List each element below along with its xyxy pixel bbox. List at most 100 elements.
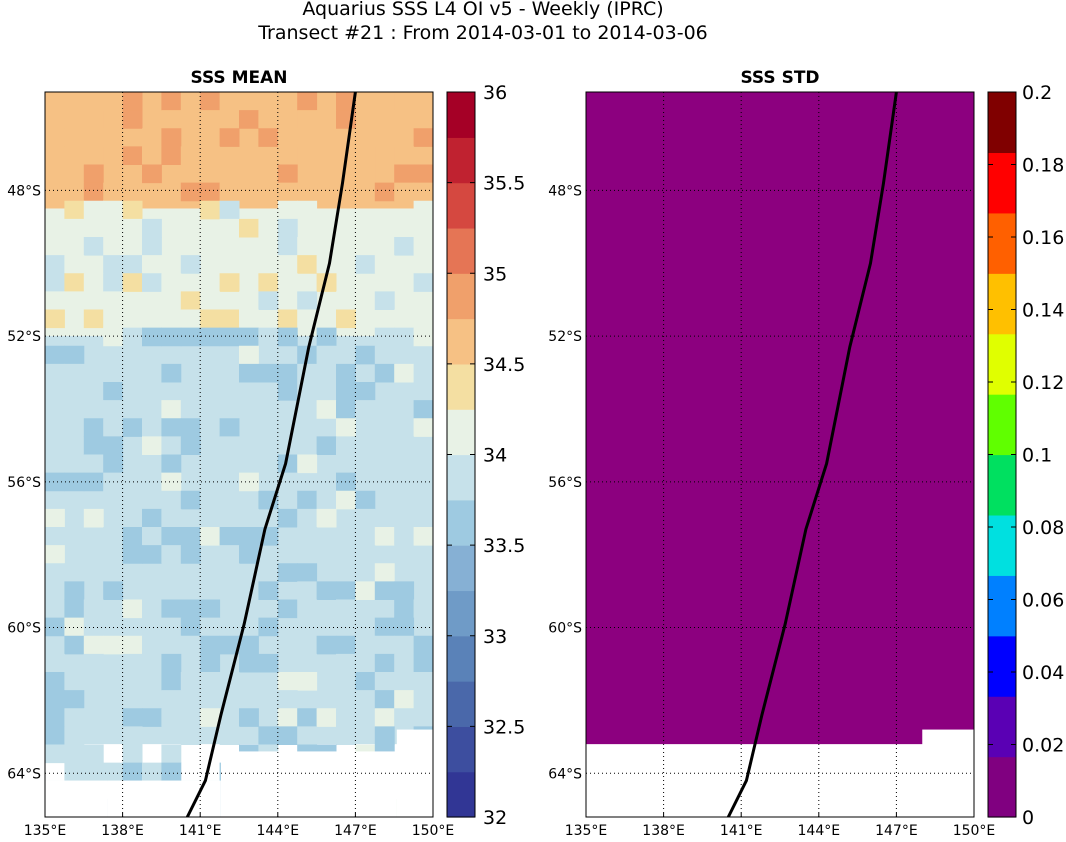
colorbar-segment [447,726,475,773]
sss-cell [336,400,356,419]
panel-title: SSS MEAN [190,68,287,88]
sss-cell [103,527,124,546]
sss-cell [122,653,143,673]
x-tick-label: 135°E [565,823,608,839]
sss-cell [103,273,124,292]
sss-cell [122,200,143,220]
sss-cell [394,146,415,165]
y-tick-label: 48°S [548,183,582,199]
chart-title-line2: Transect #21 : From 2014-03-01 to 2014-0… [258,22,708,44]
colorbar-tick-label: 0.14 [1022,300,1064,322]
sss-cell [316,508,337,528]
sss-cell [161,508,182,528]
sss-cell [355,400,376,419]
sss-cell [413,635,433,655]
sss-cell [374,255,395,274]
sss-cell [336,382,356,401]
colorbar-segment [988,92,1016,154]
sss-cell [239,472,259,492]
sss-cell [45,128,65,147]
sss-cell [413,418,433,437]
sss-cell [277,309,298,329]
sss-cell [239,327,259,347]
sss-cell [394,599,415,619]
sss-cell [336,490,356,510]
sss-cell [142,672,162,691]
sss-cell [200,400,221,419]
sss-cell [45,472,65,492]
sss-cell [297,454,318,474]
sss-cell [297,508,318,528]
colorbar-tick-label: 0.12 [1022,372,1064,394]
sss-cell [45,744,65,764]
colorbar-tick-label: 0.18 [1022,155,1064,177]
sss-cell [297,708,318,727]
sss-cell [122,599,143,619]
sss-cell [64,200,85,220]
colorbar-segment [988,333,1016,395]
sss-cell [336,218,356,238]
sss-cell [200,653,221,673]
sss-cell [64,762,85,782]
transect-line [726,92,898,817]
x-tick-label: 141°E [179,823,222,839]
sss-cell [161,400,182,419]
sss-cell [219,635,240,655]
colorbar-segment [447,409,475,456]
sss-cell [142,218,162,238]
sss-cell [297,110,318,129]
sss-cell [413,527,433,546]
sss-cell [336,454,356,474]
sss-cell [374,672,395,691]
sss-cell [374,218,395,238]
sss-cell [103,762,124,782]
sss-cell [161,92,182,111]
sss-cell [258,128,279,147]
sss-cell [200,490,221,510]
colorbar-tick-label: 33.5 [483,535,525,557]
sss-cell [355,146,376,165]
sss-cell [316,400,337,419]
sss-cell [277,218,298,238]
sss-cell [64,255,85,274]
sss-cell [64,363,85,383]
sss-cell [45,146,65,165]
sss-cell [297,672,318,691]
sss-cell [103,563,124,582]
field-all-ocean [586,92,974,745]
sss-cell [258,363,279,383]
sss-cell [336,418,356,437]
sss-cell [239,363,259,383]
sss-cell [374,345,395,365]
sss-cell [355,255,376,274]
sss-cell [180,146,201,165]
sss-cell [219,218,240,238]
colorbar-tick-label: 0.02 [1022,735,1064,757]
sss-cell [83,200,104,220]
sss-cell [161,708,182,727]
colorbar-segment [447,182,475,229]
sss-cell [413,200,433,220]
sss-cell [45,382,65,401]
chart-title-line1: Aquarius SSS L4 OI v5 - Weekly (IPRC) [302,0,664,20]
sss-cell [336,291,356,310]
x-tick-label: 144°E [798,823,841,839]
sss-cell [413,508,433,528]
colorbar-segment [447,454,475,501]
sss-cell [413,128,433,147]
colorbar: 0 0.02 0.04 0.06 0.08 0.1 0.12 0.14 0.16 0.18 0.2 [987,82,1064,829]
sss-cell [355,672,376,691]
sss-cell [122,110,143,129]
sss-cell [239,309,259,329]
sss-cell [64,581,85,600]
sss-cell [83,599,104,619]
sss-cell [239,92,259,111]
sss-cell [219,309,240,329]
sss-cell [180,327,201,347]
sss-cell [64,146,85,165]
sss-cell [355,128,376,147]
sss-cell [277,200,298,220]
colorbar-tick-label: 34.5 [483,354,525,376]
sss-cell [219,182,240,202]
sss-cell [45,563,65,582]
